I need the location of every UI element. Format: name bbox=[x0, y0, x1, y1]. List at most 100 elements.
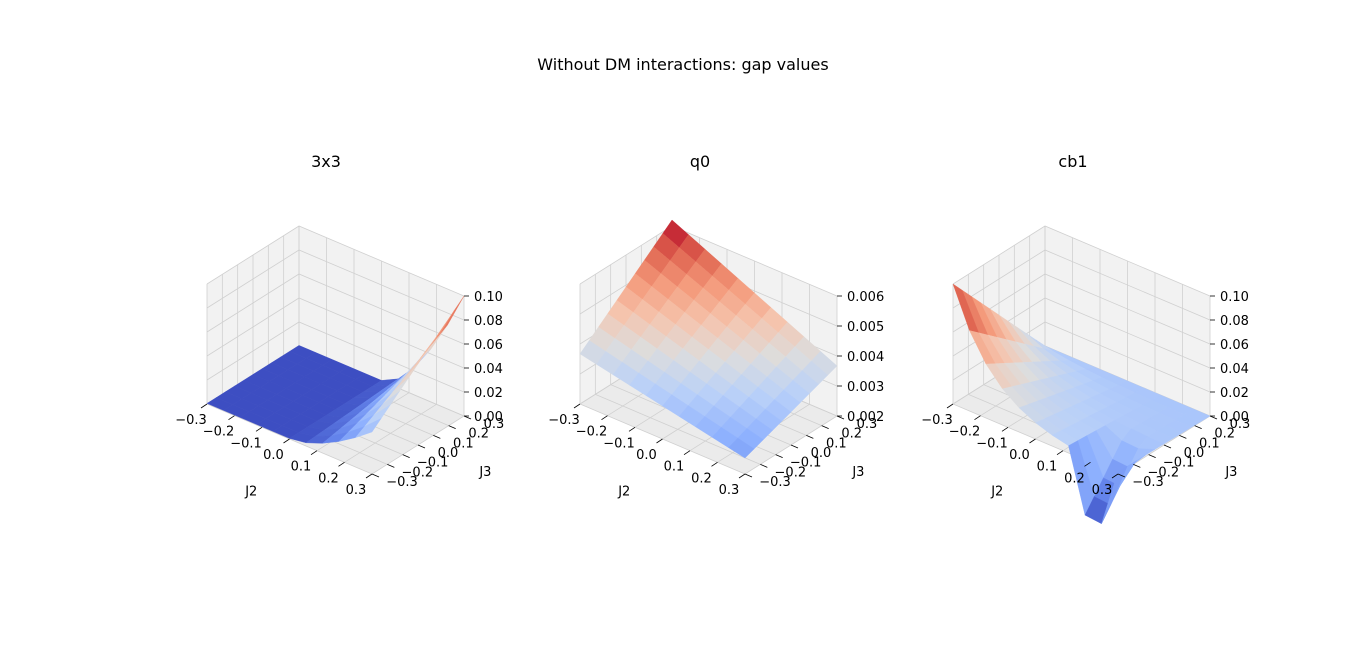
gridline bbox=[952, 225, 1211, 297]
y-tick bbox=[775, 454, 783, 459]
x-tick bbox=[1084, 462, 1091, 467]
x-tick-label: −0.1 bbox=[976, 436, 1008, 451]
y-tick-label: −0.1 bbox=[790, 456, 822, 471]
x-tick-label: −0.1 bbox=[230, 436, 262, 451]
gridline bbox=[206, 321, 465, 393]
x-tick bbox=[1029, 438, 1036, 444]
y-tick bbox=[1194, 425, 1202, 430]
y-tick-label: −0.2 bbox=[1148, 465, 1180, 480]
y-tick bbox=[1117, 473, 1126, 478]
x-tick-label: −0.2 bbox=[949, 425, 981, 440]
x-tick bbox=[228, 415, 235, 420]
gridline bbox=[206, 273, 465, 345]
surface-face bbox=[354, 417, 382, 439]
gridline bbox=[952, 249, 1211, 321]
x-tick bbox=[974, 415, 981, 420]
y-tick-label: −0.1 bbox=[1163, 456, 1195, 471]
x-tick-label: 0.0 bbox=[1009, 448, 1030, 463]
y-tick bbox=[760, 463, 768, 468]
y-tick-label: −0.1 bbox=[417, 456, 449, 471]
y-tick-label: 0.1 bbox=[826, 436, 847, 451]
x-tick bbox=[1111, 473, 1119, 479]
z-tick-label: 0.10 bbox=[474, 290, 503, 305]
x-tick-label: 0.2 bbox=[691, 471, 712, 486]
y-tick-label: 0.3 bbox=[1230, 417, 1251, 432]
x-tick-label: 0.1 bbox=[664, 460, 685, 475]
x-tick bbox=[738, 473, 746, 479]
y-axis-label: J3 bbox=[851, 465, 864, 480]
panel-title-cb1: cb1 bbox=[1058, 152, 1088, 171]
x-tick bbox=[711, 462, 718, 467]
panel-title-3x3: 3x3 bbox=[311, 152, 341, 171]
y-tick-label: 0.3 bbox=[857, 417, 878, 432]
x-tick bbox=[573, 403, 581, 409]
x-tick bbox=[946, 403, 954, 409]
y-tick-label: 0.1 bbox=[1199, 436, 1220, 451]
z-tick-label: 0.02 bbox=[1220, 386, 1249, 401]
x-tick-label: 0.3 bbox=[346, 483, 367, 498]
y-tick-label: 0.3 bbox=[484, 417, 505, 432]
z-tick-label: 0.06 bbox=[474, 338, 503, 353]
x-axis-label: J2 bbox=[617, 485, 630, 500]
panel-title-q0: q0 bbox=[689, 152, 711, 171]
y-tick-label: −0.3 bbox=[386, 475, 418, 490]
x-tick-label: 0.0 bbox=[263, 448, 284, 463]
y-tick bbox=[1163, 444, 1172, 449]
x-tick-label: 0.3 bbox=[1092, 483, 1113, 498]
x-tick bbox=[365, 473, 373, 479]
z-tick-label: 0.08 bbox=[474, 314, 503, 329]
x-tick-label: 0.1 bbox=[291, 460, 312, 475]
z-tick-label: 0.06 bbox=[1220, 338, 1249, 353]
y-tick bbox=[387, 463, 395, 468]
gridline bbox=[952, 321, 1211, 393]
y-tick-label: 0.2 bbox=[468, 427, 489, 442]
x-tick bbox=[200, 403, 208, 409]
x-tick bbox=[628, 427, 636, 432]
z-tick-label: 0.004 bbox=[847, 350, 884, 365]
z-tick-label: 0.002 bbox=[847, 410, 884, 425]
y-axis-label: J3 bbox=[478, 465, 491, 480]
x-tick bbox=[338, 462, 345, 467]
y-tick-label: −0.3 bbox=[1132, 475, 1164, 490]
y-tick-label: −0.2 bbox=[402, 465, 434, 480]
y-tick bbox=[417, 444, 426, 449]
z-tick-label: 0.00 bbox=[474, 410, 503, 425]
x-tick bbox=[310, 450, 318, 455]
x-tick-label: −0.1 bbox=[603, 436, 635, 451]
y-tick bbox=[1179, 434, 1187, 439]
y-tick bbox=[821, 425, 829, 430]
x-axis-label: J2 bbox=[990, 485, 1003, 500]
z-tick-label: 0.003 bbox=[847, 380, 884, 395]
z-tick-label: 0.04 bbox=[474, 362, 503, 377]
y-tick-label: 0.2 bbox=[841, 427, 862, 442]
z-tick-label: 0.006 bbox=[847, 290, 884, 305]
y-tick bbox=[806, 434, 814, 439]
x-tick-label: 0.2 bbox=[318, 471, 339, 486]
axes3d-3x3: −0.3−0.2−0.10.00.10.20.3−0.3−0.2−0.10.00… bbox=[175, 225, 505, 500]
gridline bbox=[206, 297, 465, 369]
gridline bbox=[206, 249, 465, 321]
y-tick bbox=[402, 454, 410, 459]
x-tick-label: 0.3 bbox=[719, 483, 740, 498]
x-tick-label: 0.1 bbox=[1037, 460, 1058, 475]
y-tick bbox=[1148, 454, 1156, 459]
x-tick bbox=[255, 427, 263, 432]
x-tick bbox=[1056, 450, 1064, 455]
y-tick bbox=[1209, 415, 1218, 420]
z-tick-label: 0.005 bbox=[847, 320, 884, 335]
z-tick-label: 0.10 bbox=[1220, 290, 1249, 305]
y-tick bbox=[463, 415, 472, 420]
x-tick-label: 0.2 bbox=[1064, 471, 1085, 486]
y-tick-label: −0.2 bbox=[775, 465, 807, 480]
y-axis-label: J3 bbox=[1224, 465, 1237, 480]
x-tick-label: −0.3 bbox=[921, 413, 953, 428]
x-tick bbox=[683, 450, 691, 455]
surface-face bbox=[728, 437, 755, 459]
y-tick bbox=[836, 415, 845, 420]
y-tick bbox=[790, 444, 799, 449]
x-tick-label: −0.2 bbox=[576, 425, 608, 440]
y-tick-label: 0.1 bbox=[453, 436, 474, 451]
y-tick bbox=[433, 434, 441, 439]
